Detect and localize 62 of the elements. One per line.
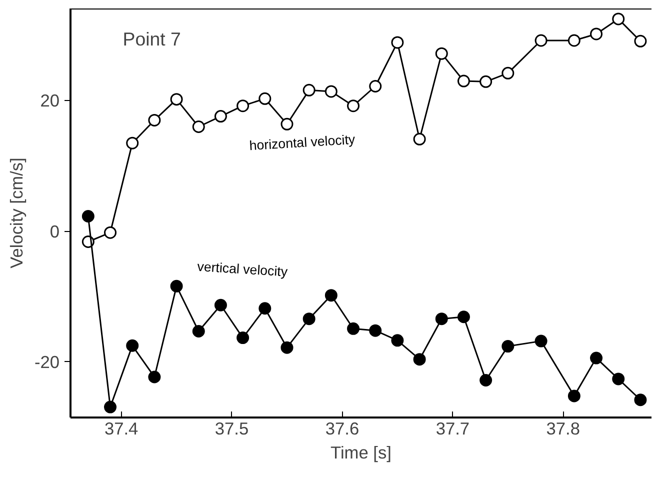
point [236,100,250,112]
point [568,34,580,47]
point [369,80,382,92]
point [214,110,227,123]
point [502,66,514,80]
point [324,85,338,98]
point [170,93,183,106]
point [435,47,448,60]
point [104,226,117,239]
point [480,75,492,88]
point [457,310,470,324]
point [258,92,272,105]
point [413,353,426,366]
point [126,136,139,150]
x-tick-label: 37.8 [546,418,580,438]
point [634,394,647,406]
point [104,400,117,414]
point [347,322,360,335]
point [280,118,294,130]
point [214,298,227,312]
point [612,12,625,26]
y-tick-label: -20 [34,352,60,372]
point [457,74,470,88]
point [534,34,548,47]
point [590,352,603,364]
y-tick-label: 0 [50,221,60,242]
x-tick-label: 37.6 [325,418,360,438]
annotation: Point 7 [122,28,181,50]
point [236,332,250,344]
series-label: vertical velocity [196,258,288,280]
point [413,132,426,146]
x-tick-label: 37.7 [436,418,470,438]
point [148,114,161,126]
y-tick-label: 20 [40,90,60,111]
point [480,374,492,386]
point [347,100,360,112]
series-label: horizontal velocity [248,132,356,154]
point [302,312,316,326]
x-axis-title: Time [s] [330,442,392,462]
x-tick-label: 37.4 [104,418,139,438]
point [280,341,294,354]
point [324,289,338,302]
point [590,28,603,40]
point [435,312,448,326]
point [170,280,183,292]
point [192,120,205,133]
x-tick-label: 37.5 [214,418,249,438]
y-axis-title: Velocity [cm/s] [6,158,26,268]
point [302,84,316,96]
point [534,334,548,348]
point [148,370,161,384]
point [258,302,272,315]
point [502,340,514,353]
point [126,339,139,352]
point [612,372,625,386]
point [369,324,382,337]
point [634,34,647,48]
point [391,334,404,347]
point [568,390,580,402]
point [391,36,404,49]
point [82,210,94,223]
point [192,325,205,338]
